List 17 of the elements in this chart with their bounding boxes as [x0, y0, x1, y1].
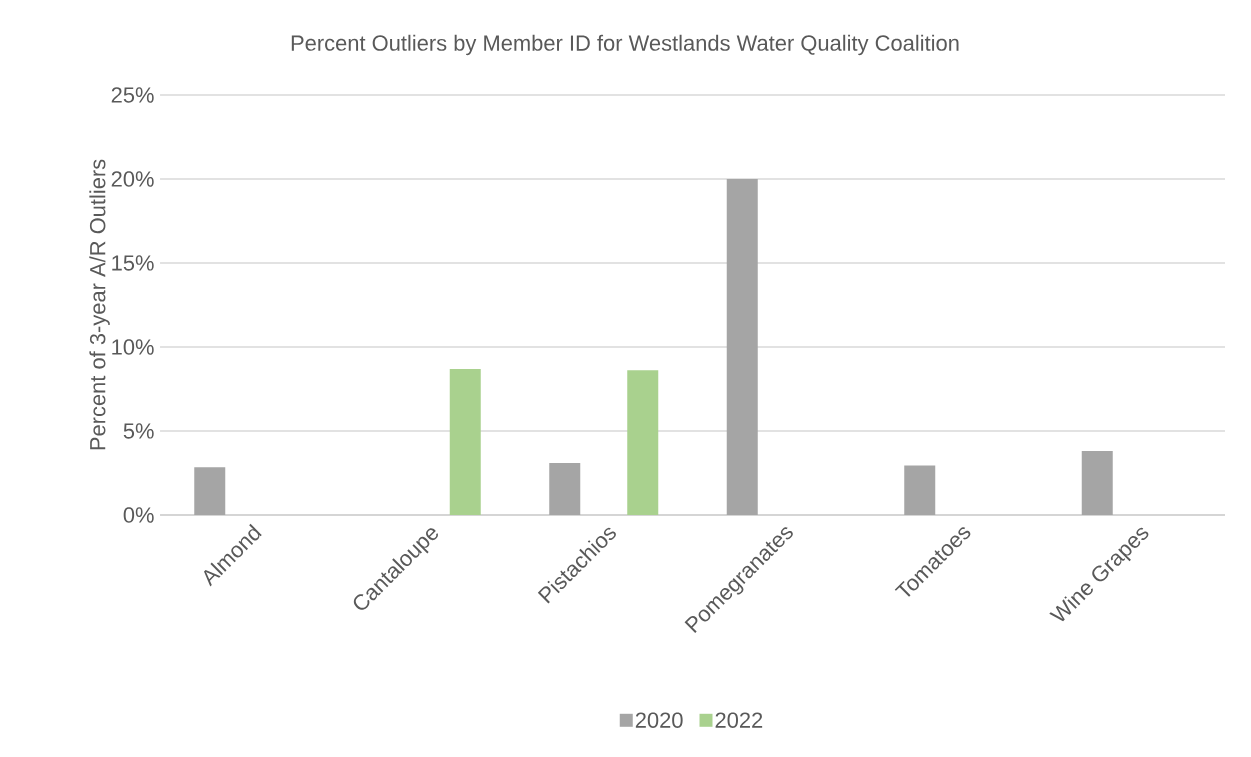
legend-label: 2022	[715, 712, 763, 728]
bar	[627, 370, 659, 515]
bar	[904, 465, 936, 515]
y-axis-title: Percent of 3-year A/R Outliers	[89, 159, 110, 450]
bar	[726, 178, 758, 515]
chart-title: Percent Outliers by Member ID for Westlands Water Quality Coalition	[291, 34, 959, 56]
legend-label: 2020	[635, 712, 683, 728]
bar	[449, 368, 481, 515]
bar	[194, 467, 226, 515]
y-tick-label: 10%	[112, 339, 154, 355]
y-tick-label: 25%	[111, 87, 154, 103]
bar	[549, 462, 581, 515]
y-tick-label: 5%	[123, 423, 154, 439]
y-tick-label: 15%	[112, 255, 154, 271]
bar	[1081, 450, 1113, 515]
y-tick-label: 20%	[111, 171, 154, 187]
y-tick-label: 0%	[123, 507, 154, 523]
